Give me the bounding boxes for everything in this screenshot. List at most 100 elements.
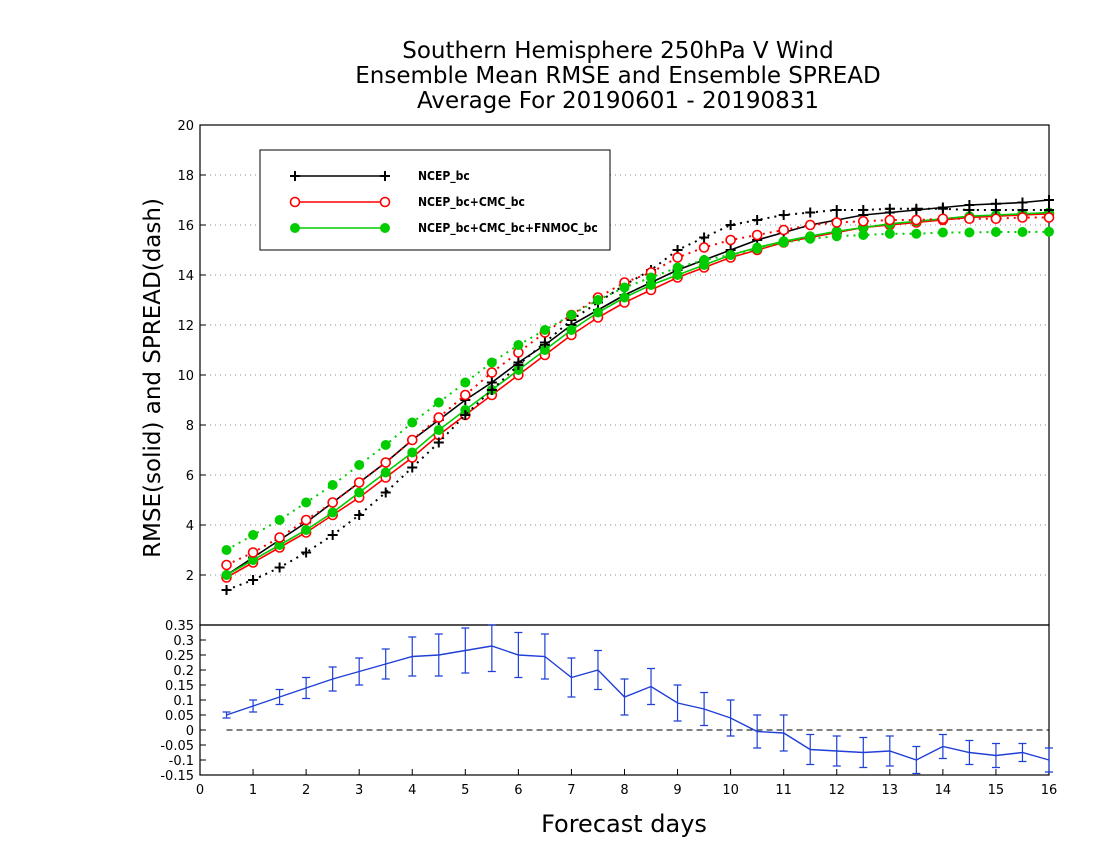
data-point [301,547,312,558]
data-point [486,385,497,395]
top-ytick-label: 14 [177,269,194,284]
data-point [327,530,338,540]
data-point [911,203,922,214]
data-point [725,250,736,260]
data-point [884,203,895,214]
bottom-ytick-label: 0.15 [165,679,194,694]
data-point [566,310,577,320]
data-point [407,447,418,458]
data-point [751,229,763,241]
series-line [226,216,1049,566]
error-bar [832,735,841,767]
error-bar [514,631,523,679]
data-point [380,440,391,450]
data-point [884,228,895,239]
data-point [460,377,471,388]
error-bar [408,636,417,677]
data-point [831,205,842,215]
xtick-label: 9 [673,783,681,798]
error-bar [249,699,258,713]
error-bar [806,733,815,766]
data-point [274,540,285,550]
series-NCEP_bc+CMC_bc-dash [221,212,1055,571]
data-point [831,231,842,242]
top-ytick-label: 8 [186,419,194,434]
legend-box [259,149,611,251]
data-point [805,233,816,244]
data-point [619,292,630,303]
data-point [698,242,710,253]
xtick-label: 4 [408,783,416,798]
xtick-label: 16 [1041,783,1058,798]
xtick-label: 3 [355,783,363,798]
difference-series [222,624,1053,775]
data-point [990,227,1001,237]
bottom-ytick-label: 0.35 [165,619,194,634]
series-NCEP_bc+CMC_bc+FNMOC_bc-solid [221,207,1054,580]
legend-marker [289,196,301,208]
data-point [1043,212,1055,223]
data-point [619,282,630,293]
error-bar [355,657,364,686]
top-ytick-label: 4 [186,519,194,534]
xtick-label: 7 [567,783,575,798]
data-point [646,272,657,283]
data-point [566,325,577,335]
series-NCEP_bc-dash [221,203,1054,595]
x-axis-label: Forecast days [541,810,707,838]
top-ytick-label: 18 [177,169,194,184]
data-point [937,203,948,214]
data-point [513,340,524,350]
data-point [433,425,444,435]
data-point [937,213,949,225]
data-point [1044,226,1054,237]
error-bar [620,678,629,716]
data-point [301,497,312,508]
data-point [221,570,232,580]
data-point [274,515,285,525]
difference-line [226,645,1050,761]
series-NCEP_bc+CMC_bc+FNMOC_bc-dash [221,226,1054,555]
data-point [592,307,603,318]
data-point [911,228,922,239]
data-point [354,460,365,470]
data-point [300,514,312,526]
top-ytick-label: 6 [186,469,194,484]
data-point [699,255,710,265]
data-point [964,205,975,215]
bottom-ytick-label: 0.2 [173,664,194,679]
xtick-label: 5 [461,783,469,798]
data-point [327,480,338,490]
xtick-label: 1 [249,783,257,798]
error-bar [647,667,656,706]
data-point [911,214,922,226]
legend-marker [380,171,390,181]
error-bar [434,633,443,677]
data-point [1017,227,1028,237]
data-point [858,205,869,215]
data-point [380,457,392,468]
xtick-label: 13 [882,783,899,798]
data-point [354,487,365,498]
legend-marker [380,223,390,233]
data-point [672,270,683,280]
data-point [301,525,312,535]
data-point [725,234,736,246]
error-bar [859,736,868,769]
data-point [964,227,975,238]
data-point [248,555,259,565]
error-bar [540,633,549,680]
data-point [353,477,365,488]
xtick-label: 12 [828,783,845,798]
data-point [990,205,1001,215]
legend: NCEP_bc NCEP_bc+CMC_bc NCEP_bc+CMC_bc+FNMO… [259,149,611,251]
data-point [752,243,763,254]
error-bar [779,714,788,752]
data-point [513,360,524,370]
data-point [1044,195,1054,205]
series-line [226,199,1050,576]
error-bar [673,684,682,722]
xtick-label: 14 [935,783,952,798]
error-bar [328,666,337,692]
